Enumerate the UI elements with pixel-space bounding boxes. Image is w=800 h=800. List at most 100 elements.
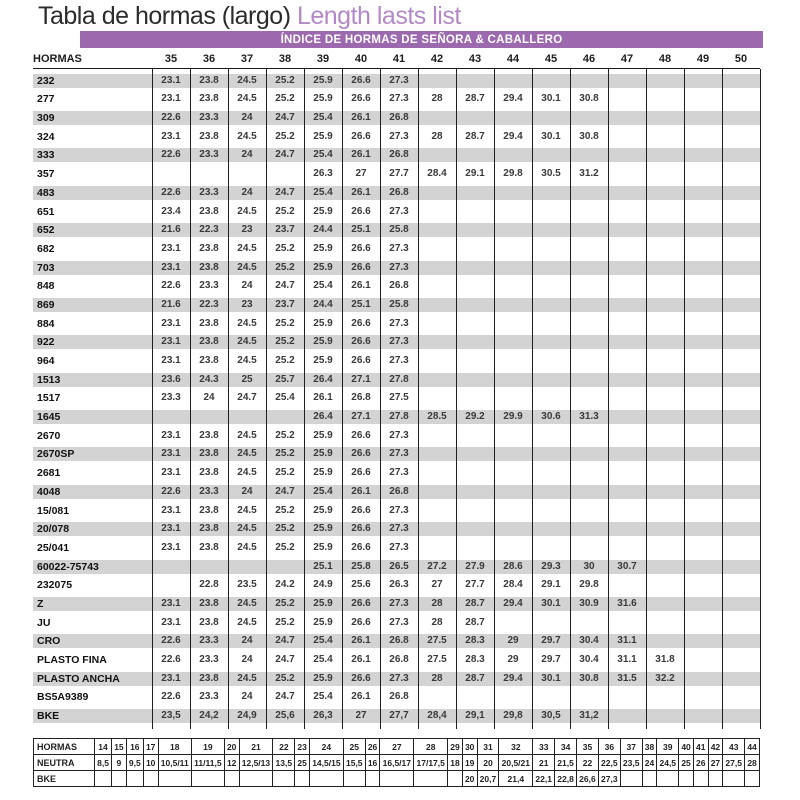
- value-cell: [532, 242, 570, 256]
- value-cell: 26.8: [389, 112, 409, 124]
- value-cell: 26.6: [351, 74, 371, 86]
- value-cell: [722, 279, 760, 293]
- value-cell: [608, 261, 646, 275]
- value-cell: [494, 298, 532, 312]
- value-cell: [684, 672, 722, 686]
- value-cell: [570, 317, 608, 331]
- value-cell: [646, 616, 684, 630]
- value-cell: 23.1: [161, 504, 181, 516]
- bottom-value-cell: [641, 770, 658, 787]
- value-cell: 30.8: [579, 93, 599, 105]
- value-cell: [608, 429, 646, 443]
- value-cell: 24: [203, 392, 215, 404]
- bottom-value-cell: [678, 770, 694, 787]
- value-cell: [494, 223, 532, 237]
- size-header-38: 38: [278, 53, 292, 65]
- value-cell: 29.4: [503, 130, 523, 142]
- bottom-value-cell: 36: [597, 738, 621, 755]
- bottom-value-cell: 19: [190, 738, 225, 755]
- value-cell: [684, 223, 722, 237]
- value-cell: 26.6: [351, 467, 371, 479]
- value-cell: 23.8: [199, 93, 219, 105]
- value-cell: 29.3: [541, 560, 561, 572]
- value-cell: 24.7: [275, 635, 295, 647]
- bottom-value-cell: 30: [461, 738, 478, 755]
- table-row: 848 22.6 23.3 24 24.7 25.4 26.1 26.8: [33, 279, 760, 293]
- value-cell: [722, 429, 760, 443]
- bottom-row-label: NEUTRA: [33, 754, 95, 771]
- value-cell: 28.3: [465, 654, 485, 665]
- value-cell: 25.9: [313, 616, 333, 628]
- value-cell: [418, 148, 456, 162]
- value-cell: [456, 74, 494, 88]
- value-cell: 25.7: [275, 373, 295, 385]
- value-cell: [152, 560, 190, 574]
- value-cell: [456, 148, 494, 162]
- value-cell: 25.8: [389, 224, 409, 236]
- value-cell: [608, 709, 646, 723]
- value-cell: 30.1: [541, 93, 561, 105]
- value-cell: 22.6: [161, 691, 181, 703]
- bottom-value-cell: 14: [93, 738, 113, 755]
- value-cell: 25.9: [313, 336, 333, 348]
- value-cell: 27.3: [389, 336, 409, 348]
- bottom-value-cell: 9,5: [125, 754, 144, 771]
- value-cell: [646, 504, 684, 518]
- value-cell: 30.7: [617, 560, 637, 572]
- bottom-value-cell: 31: [476, 738, 500, 755]
- value-cell: 26.6: [351, 261, 371, 273]
- value-cell: [608, 130, 646, 144]
- value-cell: 29,8: [503, 710, 523, 722]
- value-cell: [532, 111, 570, 125]
- value-cell: 23: [241, 224, 253, 236]
- row-label: 25/041: [37, 541, 70, 554]
- table-row: 964 23.1 23.8 24.5 25.2 25.9 26.6 27.3: [33, 354, 760, 368]
- bottom-value-cell: 12: [223, 754, 240, 771]
- value-cell: 28.6: [503, 560, 523, 572]
- value-cell: 27.7: [465, 579, 485, 591]
- value-cell: [684, 410, 722, 424]
- value-cell: 25.1: [351, 298, 371, 310]
- value-cell: 24: [241, 186, 253, 198]
- value-cell: 28.3: [465, 635, 485, 647]
- value-cell: [722, 447, 760, 461]
- bottom-value-cell: 17: [142, 738, 159, 755]
- table-row: 1645 26.4 27.1 27.8 28.5 29.2 29.9 30.6 31.3: [33, 410, 760, 425]
- value-cell: [684, 167, 722, 181]
- page-title-spanish: Tabla de hormas (largo): [38, 2, 297, 30]
- table-row: 869 21.6 22.3 23 23.7 24.4 25.1 25.8: [33, 297, 760, 312]
- value-cell: [532, 690, 570, 704]
- column-grid-line: [684, 69, 685, 729]
- value-cell: [684, 447, 722, 461]
- value-cell: [532, 335, 570, 349]
- value-cell: 27.3: [389, 467, 409, 479]
- value-cell: 24.7: [275, 654, 295, 665]
- value-cell: 25.9: [313, 448, 333, 460]
- value-cell: 24.3: [199, 373, 219, 385]
- value-cell: 25.4: [313, 691, 333, 703]
- value-cell: [646, 709, 684, 723]
- value-cell: [646, 391, 684, 405]
- bottom-value-cell: 21: [238, 738, 274, 755]
- value-cell: [456, 485, 494, 499]
- row-label: 20/078: [37, 523, 70, 536]
- value-cell: 25.9: [313, 130, 333, 142]
- bottom-table-row: BKE 20 20,7 21,4 22,1 22,8 26,6 27,3: [33, 770, 760, 787]
- value-cell: 23.8: [199, 672, 219, 684]
- value-cell: [532, 429, 570, 443]
- bottom-value-cell: 25: [342, 738, 366, 755]
- value-cell: 26.8: [389, 635, 409, 647]
- bottom-value-cell: 22,8: [554, 770, 578, 787]
- value-cell: 27.3: [389, 261, 409, 273]
- value-cell: 23.8: [199, 467, 219, 479]
- value-cell: 29.4: [503, 93, 523, 105]
- value-cell: 23.8: [199, 448, 219, 460]
- value-cell: [684, 354, 722, 368]
- value-cell: 25.6: [351, 579, 371, 591]
- value-cell: [418, 541, 456, 555]
- bottom-value-cell: 28: [744, 754, 760, 771]
- value-cell: 26.6: [351, 541, 371, 553]
- table-row: 232 23.1 23.8 24.5 25.2 25.9 26.6 27.3: [33, 73, 760, 88]
- value-cell: [570, 261, 608, 275]
- value-cell: [608, 541, 646, 555]
